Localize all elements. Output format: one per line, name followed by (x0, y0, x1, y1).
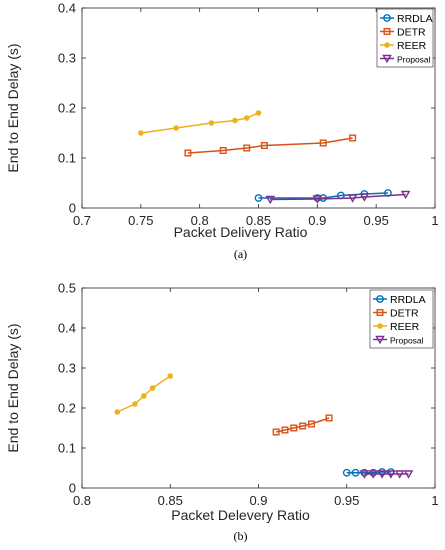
data-point (307, 420, 315, 428)
data-point (400, 190, 411, 200)
x-tick-label: 1 (431, 213, 438, 228)
y-tick-label: 0.2 (58, 401, 76, 416)
legend-swatch-marker (377, 323, 383, 329)
x-tick-label: 0.8 (73, 493, 91, 508)
data-point (132, 401, 138, 407)
legend-swatch-marker (375, 335, 385, 345)
plot-area (81, 7, 436, 209)
series-detr (184, 134, 357, 157)
data-point (281, 426, 289, 434)
series-line (270, 193, 406, 201)
data-point (351, 468, 360, 477)
legend-swatch-marker (383, 14, 391, 22)
data-point (254, 194, 263, 202)
figure-caption: (a) (234, 247, 247, 261)
x-tick-label: 1 (431, 493, 438, 508)
legend-swatch-marker (376, 309, 384, 317)
data-point (114, 409, 121, 415)
legend-swatch-marker (383, 28, 391, 36)
y-axis-label: End to End Delay (s) (5, 43, 21, 172)
data-point (138, 130, 144, 136)
data-point (319, 139, 327, 147)
legend-label: Proposal (390, 335, 424, 345)
y-tick-label: 0.1 (58, 151, 76, 166)
data-point (260, 141, 268, 149)
y-tick-label: 0.3 (58, 361, 76, 376)
data-point (208, 120, 215, 126)
y-tick-label: 0.2 (58, 101, 76, 116)
data-point (255, 110, 262, 116)
legend-swatch-marker (376, 295, 384, 303)
chart-1: 0.8 0.85 0.9 0.95 1 0 0.1 0.2 0.3 0.4 0.5 Packet De… (5, 281, 439, 544)
data-point (219, 146, 227, 154)
data-point (299, 422, 307, 430)
data-point (359, 193, 370, 202)
y-tick-label: 0.1 (58, 441, 76, 456)
data-point (359, 470, 370, 479)
series-proposal (265, 190, 411, 205)
series-line (187, 137, 353, 154)
data-point (368, 470, 379, 479)
legend-label: RRDLA (397, 13, 433, 25)
series-proposal (359, 470, 414, 479)
x-tick-label: 0.8 (191, 213, 209, 228)
legend-swatch-marker (382, 54, 392, 64)
x-tick-label: 0.9 (249, 493, 267, 508)
x-tick-label: 0.75 (128, 213, 153, 228)
x-axis-label: Packet Delivery Ratio (174, 224, 308, 240)
data-point (386, 470, 396, 479)
data-point (377, 470, 387, 479)
y-tick-label: 0.4 (58, 321, 76, 336)
data-point (342, 468, 351, 477)
data-point (272, 428, 280, 436)
legend-label: REER (390, 321, 420, 333)
data-point (265, 195, 276, 205)
chart-0: 0.7 0.75 0.8 0.85 0.9 0.95 1 0 0.1 0.2 0.3 0.4 Packe… (5, 1, 439, 262)
data-point (325, 414, 333, 422)
x-tick-label: 0.95 (334, 493, 359, 508)
series-reer (138, 110, 262, 136)
x-tick-label: 0.85 (158, 493, 183, 508)
y-tick-label: 0.3 (58, 51, 76, 66)
legend-label: REER (397, 40, 427, 52)
x-tick-label: 0.9 (308, 213, 326, 228)
x-tick-label: 0.95 (364, 213, 389, 228)
x-tick-label: 0.7 (73, 213, 91, 228)
data-point (184, 149, 192, 157)
legend-label: DETR (390, 307, 419, 319)
series-reer (114, 373, 174, 415)
data-point (349, 134, 357, 142)
data-point (394, 470, 405, 479)
data-point (140, 393, 147, 399)
data-point (167, 373, 174, 379)
data-point (232, 117, 238, 124)
legend-label: Proposal (397, 54, 431, 64)
data-point (403, 470, 414, 479)
data-point (243, 144, 251, 152)
data-point (243, 115, 250, 121)
data-point (290, 424, 298, 432)
y-tick-label: 0.4 (58, 1, 76, 16)
y-tick-label: 0 (69, 481, 76, 496)
data-point (347, 194, 358, 203)
data-point (149, 385, 156, 391)
data-point (312, 195, 323, 204)
y-tick-label: 0 (69, 201, 76, 216)
legend-label: DETR (397, 26, 426, 38)
series-line (346, 471, 391, 474)
legend-swatch-marker (384, 42, 390, 48)
y-axis-label: End to End Delay (s) (5, 323, 21, 452)
y-tick-label: 0.5 (58, 281, 76, 296)
data-point (173, 125, 179, 131)
series-detr (272, 414, 333, 436)
legend-label: RRDLA (390, 294, 426, 306)
x-tick-label: 0.85 (246, 213, 271, 228)
figure-caption: (b) (234, 529, 248, 543)
x-axis-label: Packet Delevery Ratio (171, 507, 310, 523)
